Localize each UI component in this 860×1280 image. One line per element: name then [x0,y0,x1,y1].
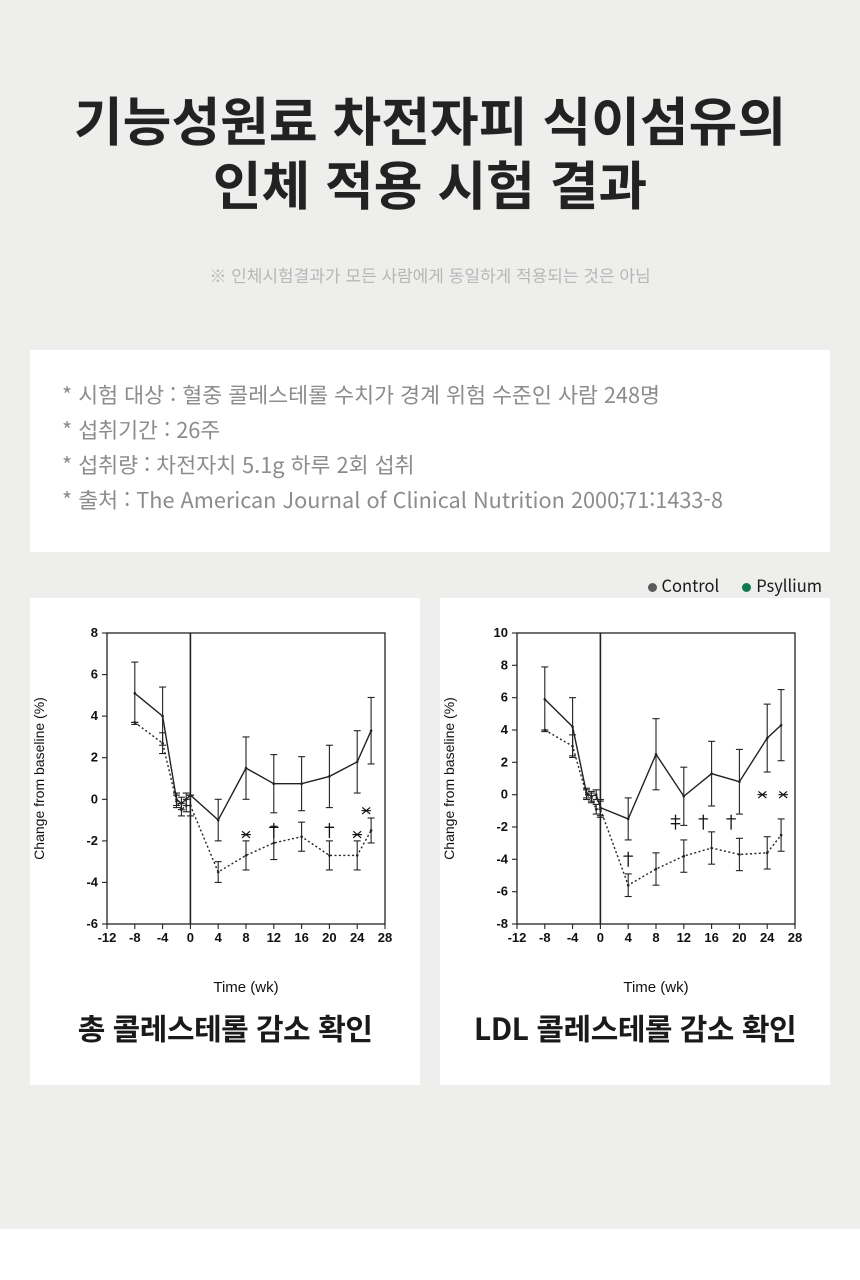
svg-text:20: 20 [322,930,336,945]
svg-text:12: 12 [267,930,281,945]
svg-text:0: 0 [91,791,98,806]
svg-text:-4: -4 [496,851,508,866]
svg-text:-6: -6 [86,916,98,931]
svg-text:8: 8 [652,930,659,945]
svg-text:12: 12 [677,930,691,945]
svg-text:-6: -6 [496,884,508,899]
svg-text:-12: -12 [98,930,117,945]
svg-text:Time (wk): Time (wk) [623,979,688,996]
svg-text:Change from baseline (%): Change from baseline (%) [441,697,457,860]
svg-text:4: 4 [91,708,99,723]
svg-text:0: 0 [501,787,508,802]
svg-text:8: 8 [91,625,98,640]
svg-text:4: 4 [625,930,633,945]
svg-text:28: 28 [378,930,392,945]
svg-text:24: 24 [350,930,365,945]
svg-text:-4: -4 [567,930,579,945]
svg-text:0: 0 [597,930,604,945]
svg-text:2: 2 [501,754,508,769]
svg-text:16: 16 [704,930,718,945]
svg-text:4: 4 [501,722,509,737]
svg-text:0: 0 [187,930,194,945]
svg-text:28: 28 [788,930,802,945]
svg-text:6: 6 [91,667,98,682]
svg-text:-12: -12 [508,930,527,945]
svg-text:8: 8 [242,930,249,945]
svg-text:24: 24 [760,930,775,945]
svg-text:2: 2 [91,750,98,765]
svg-text:-4: -4 [157,930,169,945]
svg-text:10: 10 [494,625,508,640]
svg-text:6: 6 [501,690,508,705]
svg-text:-8: -8 [129,930,141,945]
svg-text:8: 8 [501,657,508,672]
svg-text:-8: -8 [539,930,551,945]
svg-text:-2: -2 [496,819,508,834]
svg-text:-8: -8 [496,916,508,931]
svg-text:16: 16 [294,930,308,945]
svg-text:-2: -2 [86,833,98,848]
svg-text:20: 20 [732,930,746,945]
svg-text:Time (wk): Time (wk) [213,979,278,996]
svg-text:-4: -4 [86,874,98,889]
svg-text:4: 4 [215,930,223,945]
svg-text:Change from baseline (%): Change from baseline (%) [31,697,47,860]
